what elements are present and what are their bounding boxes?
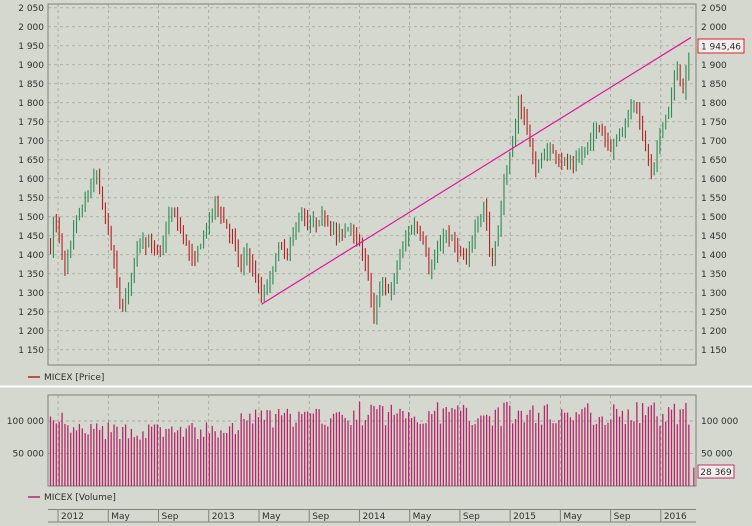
price-y-tick-label-left: 1 150 (18, 346, 44, 356)
price-y-tick-label-right: 1 900 (701, 61, 727, 71)
price-y-tick-label-left: 1 300 (18, 289, 44, 299)
price-y-tick-label-right: 1 250 (701, 308, 727, 318)
price-y-tick-label-left: 2 050 (18, 4, 44, 14)
last-volume-badge: 28 369 (697, 464, 735, 479)
price-y-tick-label-left: 1 400 (18, 251, 44, 261)
volume-y-axis-right: 50 000 100 000 (701, 417, 738, 460)
x-axis-label: 2015 (513, 512, 536, 522)
price-y-tick-label-right: 2 050 (701, 4, 727, 14)
price-y-tick-label-left: 2 000 (18, 23, 44, 33)
price-panel: 1 150 1 200 1 250 1 300 1 350 1 400 1 450 1 500… (18, 3, 745, 366)
price-y-tick-label-right: 1 200 (701, 327, 727, 337)
volume-y-tick-label-right: 100 000 (701, 417, 738, 427)
price-y-tick-label-left: 1 250 (18, 308, 44, 318)
price-y-tick-label-left: 1 950 (18, 42, 44, 52)
price-y-tick-label-right: 1 750 (701, 118, 727, 128)
price-bars (49, 52, 690, 325)
price-y-tick-label-left: 1 900 (18, 61, 44, 71)
x-axis-label: 2013 (212, 512, 235, 522)
x-axis-label: May (262, 512, 281, 522)
price-y-tick-label-right: 1 700 (701, 137, 727, 147)
price-y-tick-label-left: 1 350 (18, 270, 44, 280)
x-axis-label: Sep (614, 512, 631, 522)
price-y-tick-label-right: 2 000 (701, 23, 727, 33)
last-price-badge-box (697, 38, 745, 54)
price-y-tick-label-right: 1 300 (701, 289, 727, 299)
price-plot-frame (47, 3, 697, 366)
price-y-tick-label-left: 1 200 (18, 327, 44, 337)
x-axis-label: 2012 (61, 512, 84, 522)
volume-y-tick-label-right: 50 000 (701, 450, 733, 460)
price-y-tick-label-right: 1 150 (701, 346, 727, 356)
volume-y-tick-label-left: 50 000 (13, 450, 45, 460)
x-axis-label: 2016 (664, 512, 687, 522)
price-y-tick-label-right: 1 500 (701, 213, 727, 223)
price-y-tick-label-right: 1 450 (701, 232, 727, 242)
x-axis-label: May (111, 512, 130, 522)
x-axis: 2012 May Sep 2013 May Sep 2014 May Sep 2015 May Sep… (48, 509, 696, 523)
price-y-tick-label-right: 1 550 (701, 194, 727, 204)
price-y-tick-label-left: 1 700 (18, 137, 44, 147)
last-price-value: 1 945,46 (701, 43, 741, 53)
price-y-tick-label-left: 1 500 (18, 213, 44, 223)
last-price-badge: 1 945,46 (697, 38, 745, 54)
last-volume-value: 28 369 (700, 468, 732, 478)
x-axis-labels: 2012 May Sep 2013 May Sep 2014 May Sep 2015 May Sep… (57, 509, 687, 522)
price-y-tick-label-left: 1 450 (18, 232, 44, 242)
price-y-axis-left: 1 150 1 200 1 250 1 300 1 350 1 400 1 450 1 500… (18, 4, 44, 356)
volume-bars (49, 401, 695, 486)
price-y-tick-label-right: 1 650 (701, 156, 727, 166)
price-y-tick-label-right: 1 850 (701, 80, 727, 90)
last-volume-badge-box (697, 464, 735, 479)
x-axis-label: Sep (463, 512, 480, 522)
price-y-tick-label-right: 1 400 (701, 251, 727, 261)
price-grid (48, 4, 696, 365)
price-y-tick-label-right: 1 600 (701, 175, 727, 185)
x-axis-label: May (563, 512, 582, 522)
price-legend-label: MICEX [Price] (44, 373, 104, 383)
volume-y-tick-label-left: 100 000 (7, 417, 44, 427)
x-axis-label: May (413, 512, 432, 522)
x-axis-label: Sep (312, 512, 329, 522)
volume-legend-label: MICEX [Volume] (44, 493, 116, 503)
price-y-tick-label-left: 1 600 (18, 175, 44, 185)
volume-panel: 50 000 100 000 50 000 100 000 28 369 (7, 394, 738, 487)
price-y-tick-label-right: 1 800 (701, 99, 727, 109)
price-y-tick-label-right: 1 350 (701, 270, 727, 280)
price-y-tick-label-left: 1 750 (18, 118, 44, 128)
price-y-tick-label-left: 1 650 (18, 156, 44, 166)
volume-plot-frame (47, 394, 697, 487)
price-y-tick-label-left: 1 850 (18, 80, 44, 90)
x-axis-label: 2014 (362, 512, 385, 522)
price-y-tick-label-left: 1 800 (18, 99, 44, 109)
x-axis-label: Sep (162, 512, 179, 522)
trendline (261, 36, 692, 305)
price-y-tick-label-left: 1 550 (18, 194, 44, 204)
volume-y-axis-left: 50 000 100 000 (7, 417, 44, 460)
